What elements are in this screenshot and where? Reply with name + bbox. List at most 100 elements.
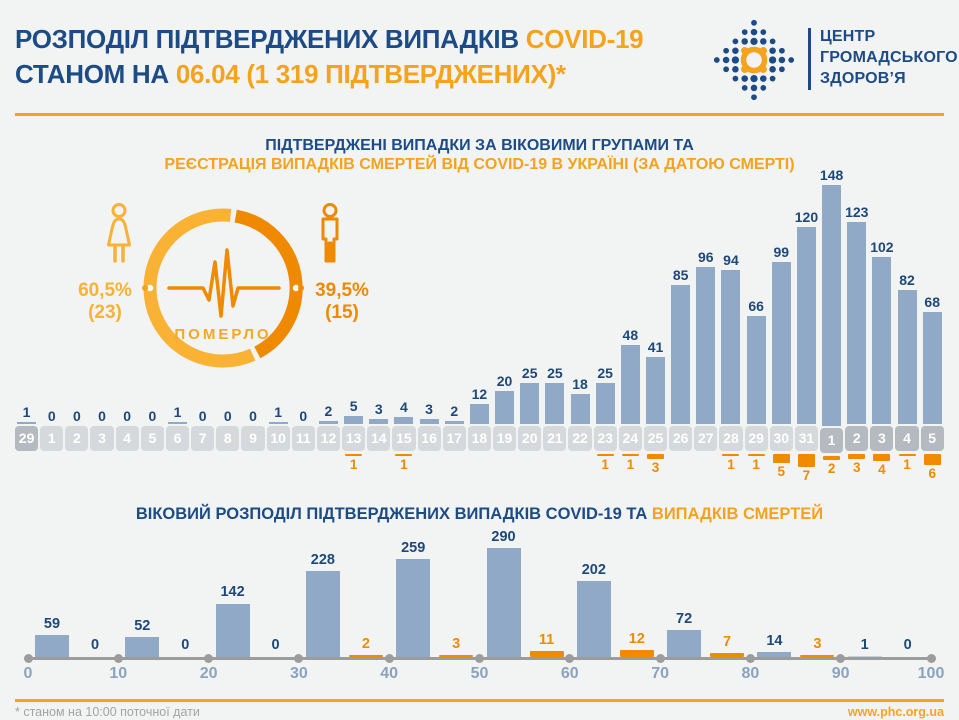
date-label: 2 [845,425,869,452]
case-bar [545,382,565,424]
case-bar [570,393,590,424]
case-count-label: 0 [148,407,157,424]
case-count-label: 1 [274,403,283,420]
page-title-line1: РОЗПОДІЛ ПІДТВЕРДЖЕНИХ ВИПАДКІВ COVID-19 [15,22,644,57]
age-death-count-label: 0 [903,637,912,653]
age-case-count-label: 202 [581,561,606,578]
axis-tick-label: 70 [651,665,669,682]
case-count-label: 3 [425,400,433,417]
date-label: 26 [669,425,693,452]
date-label: 30 [769,425,793,452]
page-title-line2-accent: 06.04 (1 319 ПІДТВЕРДЖЕНИХ)* [175,59,566,89]
axis-dot [23,654,33,663]
case-count-label: 96 [698,248,714,265]
case-count-label: 1 [173,403,182,420]
case-bar [318,420,338,424]
case-count-label: 82 [899,271,915,288]
death-count-label: 1 [903,457,911,473]
age-case-count-label: 290 [491,528,516,545]
date-label: 1 [40,425,64,452]
death-bar [772,454,790,464]
age-case-count-label: 59 [43,615,61,632]
timeline-column: 102 3 4 [870,168,893,484]
case-count-label: 41 [647,338,664,355]
death-bar [646,454,664,460]
date-label: 8 [216,425,240,452]
case-bar [444,420,464,424]
male-count: (15) [325,302,359,323]
age-case-bar [35,634,69,657]
axis-dot [384,654,394,663]
age-case-count-label: 1 [860,636,869,653]
axis-dot [565,654,575,663]
age-case-count-label: 52 [134,618,151,635]
age-death-count-label: 12 [628,631,645,648]
date-label: 2 [65,425,89,452]
date-label: 13 [342,425,366,452]
death-count-label: 5 [777,464,786,480]
female-percent: 60,5% [78,280,132,301]
case-bar [671,284,691,424]
death-bar [873,454,891,462]
timeline-column: 12 18 [467,168,491,484]
timeline-column: 120 31 7 [795,168,818,484]
date-label: 24 [618,425,642,452]
timeline-column: 48 24 1 [618,168,642,484]
date-label: 18 [467,425,491,452]
death-bar [621,454,639,457]
death-count-label: 1 [626,457,635,473]
age-death-count-label: 3 [452,636,461,652]
age-case-bar [576,580,611,657]
age-death-bar [800,655,835,657]
case-count-label: 25 [521,364,538,381]
age-case-bar [215,603,250,657]
case-bar [922,311,942,424]
age-case-count-label: 228 [310,552,335,569]
case-count-label: 0 [223,407,232,424]
footnote: * станом на 10:00 поточної дати [15,705,200,719]
case-bar [847,221,867,424]
timeline-column: 3 14 [367,168,391,484]
page-title-line1-blue: РОЗПОДІЛ ПІДТВЕРДЖЕНИХ ВИПАДКІВ [15,24,519,54]
logo-divider [808,28,811,90]
chart2-title-accent: ВИПАДКІВ СМЕРТЕЙ [651,505,824,523]
website-link[interactable]: www.phc.org.ua [847,705,944,719]
age-death-bar [619,650,654,657]
death-bar [898,454,916,457]
case-bar [17,421,37,424]
case-bar [771,261,791,424]
date-label: 3 [870,425,894,452]
date-label: 9 [241,425,265,452]
timeline-column: 3 16 [417,168,441,484]
axis-dot [836,654,846,663]
male-percent: 39,5% [315,280,369,301]
female-icon [107,203,131,263]
date-label: 31 [794,425,818,452]
page-title-line2-blue: СТАНОМ НА [15,59,169,89]
date-label: 3 [90,425,114,452]
case-count-label: 2 [324,402,333,419]
death-bar [395,454,413,457]
axis-dot [745,654,755,663]
death-count-label: 2 [827,460,836,476]
axis-tick-label: 60 [560,665,579,682]
date-label: 6 [165,425,190,452]
age-case-count-label: 72 [676,610,693,627]
age-death-count-label: 3 [813,636,822,652]
age-death-bar [348,655,383,657]
donut-label: ПОМЕРЛО [174,326,272,343]
case-count-label: 25 [547,364,563,381]
case-count-label: 0 [47,407,56,424]
timeline-column: 2 17 [442,168,466,484]
axis-dot [294,654,304,663]
case-count-label: 0 [198,407,207,424]
case-count-label: 4 [400,398,408,415]
timeline-column: 25 20 [518,168,542,484]
page-title-line1-accent: COVID-19 [525,24,644,54]
case-bar [469,403,489,424]
age-case-bar [125,637,160,657]
male-icon [321,203,339,263]
